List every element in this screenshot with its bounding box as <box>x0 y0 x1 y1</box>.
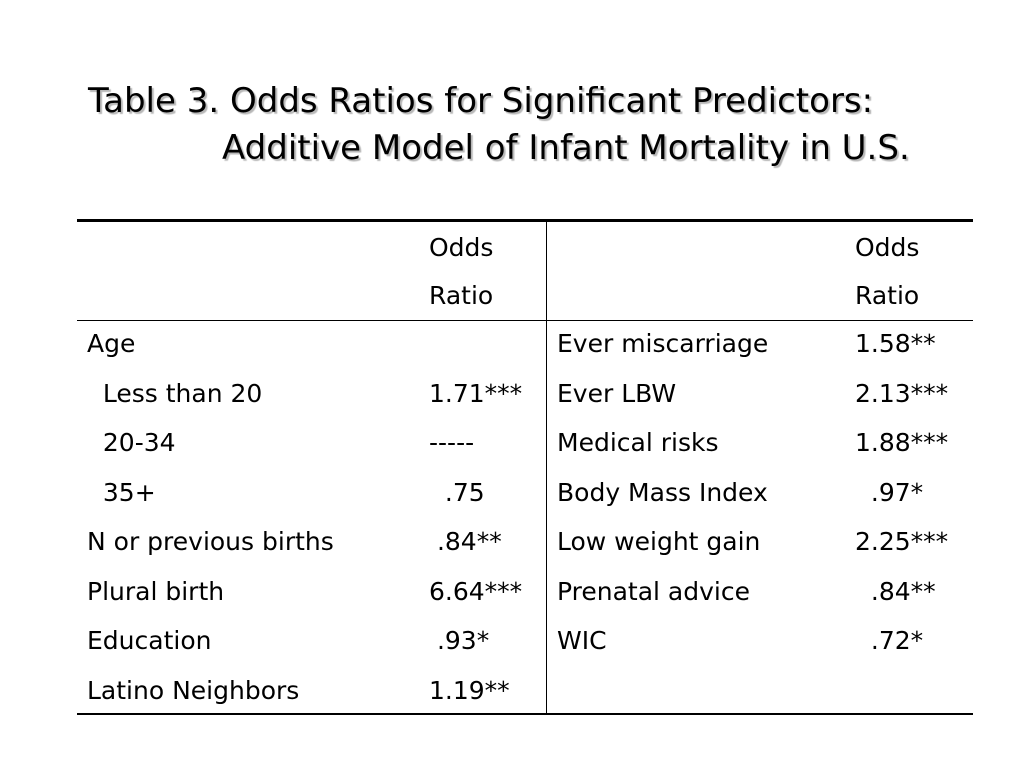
right-row-value: 2.25*** <box>855 527 949 556</box>
table-bottom-rule <box>77 713 973 715</box>
title-line-2: Additive Model of Infant Mortality in U.… <box>222 128 910 168</box>
slide-title: Table 3. Odds Ratios for Significant Pre… <box>88 78 988 172</box>
left-row-label: Education <box>87 626 212 655</box>
left-row-value: .75 <box>429 478 485 507</box>
left-row-value: ----- <box>429 428 475 457</box>
left-row-label: Age <box>87 329 136 358</box>
left-row-label: 35+ <box>87 478 156 507</box>
right-row-label: Ever LBW <box>557 379 677 408</box>
right-row-value: 2.13*** <box>855 379 949 408</box>
left-row-value: .84** <box>429 527 502 556</box>
right-row-label: Body Mass Index <box>557 478 768 507</box>
table-header-rule <box>77 320 973 321</box>
odds-ratio-table: Odds Ratio Odds Ratio Age Less than 20 1… <box>77 219 973 715</box>
left-row-value: .93* <box>429 626 490 655</box>
right-row-value: 1.58** <box>855 329 936 358</box>
title-line-1: Table 3. Odds Ratios for Significant Pre… <box>88 81 874 121</box>
right-row-label: Prenatal advice <box>557 577 750 606</box>
left-row-label: 20-34 <box>87 428 176 457</box>
table-top-rule <box>77 219 973 222</box>
left-header-ratio: Ratio <box>429 281 494 310</box>
left-row-label: Plural birth <box>87 577 225 606</box>
right-row-value: 1.88*** <box>855 428 949 457</box>
left-row-label: Latino Neighbors <box>87 676 300 705</box>
right-row-value: .84** <box>855 577 936 606</box>
left-header-odds: Odds <box>429 233 494 262</box>
left-row-value: 6.64*** <box>429 577 523 606</box>
right-row-value: .72* <box>855 626 924 655</box>
right-row-value: .97* <box>855 478 924 507</box>
left-row-label: N or previous births <box>87 527 334 556</box>
left-row-value: 1.19** <box>429 676 510 705</box>
right-row-label: Ever miscarriage <box>557 329 769 358</box>
left-row-label: Less than 20 <box>87 379 263 408</box>
table-column-divider <box>546 219 547 715</box>
right-row-label: Medical risks <box>557 428 719 457</box>
right-header-ratio: Ratio <box>855 281 920 310</box>
right-header-odds: Odds <box>855 233 920 262</box>
left-row-value: 1.71*** <box>429 379 523 408</box>
right-row-label: WIC <box>557 626 607 655</box>
right-row-label: Low weight gain <box>557 527 761 556</box>
